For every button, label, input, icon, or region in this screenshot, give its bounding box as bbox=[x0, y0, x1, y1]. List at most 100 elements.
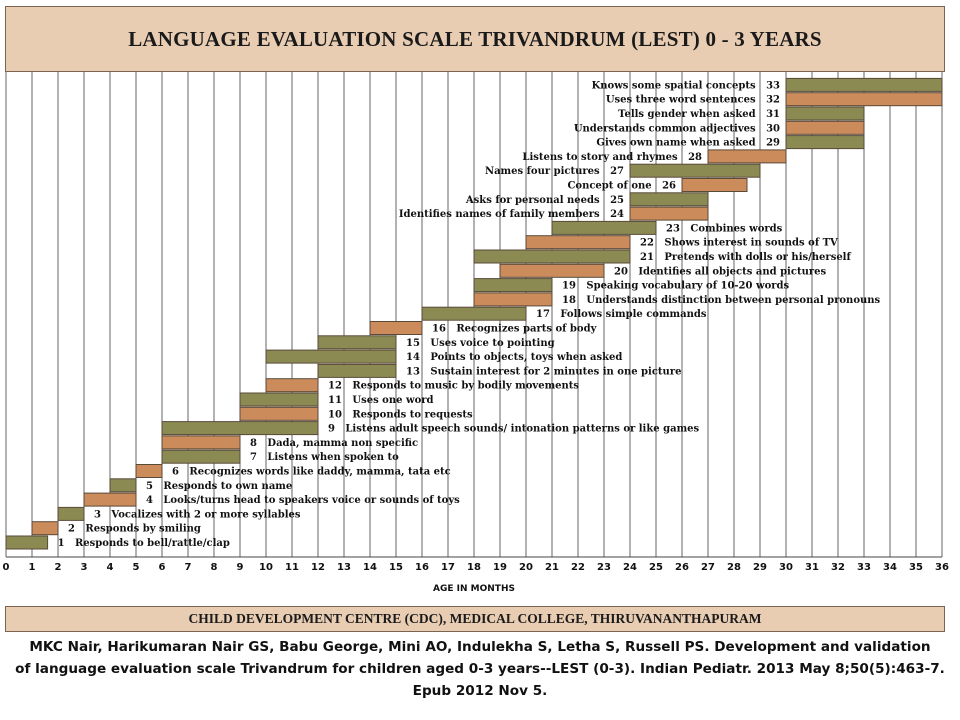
citation-line-2: of language evaluation scale Trivandrum … bbox=[15, 661, 945, 677]
x-tick-label: 24 bbox=[623, 562, 637, 573]
bar-item-1 bbox=[5, 535, 49, 550]
bar-label-14: 14 Points to objects, toys when asked bbox=[406, 352, 622, 363]
x-tick-label: 0 bbox=[3, 562, 10, 573]
bar-label-3: 3 Vocalizes with 2 or more syllables bbox=[94, 509, 301, 520]
bar-label-23: 23 Combines words bbox=[666, 223, 783, 234]
x-tick-label: 32 bbox=[831, 562, 845, 573]
bar-labels: 1 Responds to bell/rattle/clap 2 Responds… bbox=[58, 80, 881, 549]
x-tick-label: 29 bbox=[753, 562, 767, 573]
bar-label-4: 4 Looks/turns head to speakers voice or … bbox=[146, 495, 460, 506]
x-tick-label: 16 bbox=[415, 562, 429, 573]
bar-label-6: 6 Recognizes words like daddy, mamma, ta… bbox=[172, 467, 451, 478]
x-tick-label: 26 bbox=[675, 562, 689, 573]
x-tick-label: 15 bbox=[389, 562, 403, 573]
x-tick-labels: 0 1 2 3 4 5 6 7 8 9 10 11 12 13 14 15 16 17 18 19 20 21 22 23 24… bbox=[3, 562, 949, 573]
bar-item-11 bbox=[239, 392, 319, 407]
x-tick-label: 4 bbox=[107, 562, 114, 573]
footer-banner: CHILD DEVELOPMENT CENTRE (CDC), MEDICAL … bbox=[5, 606, 945, 632]
x-tick-label: 27 bbox=[701, 562, 715, 573]
bar-label-26: Concept of one 26 bbox=[567, 181, 676, 192]
bar-item-24 bbox=[629, 206, 709, 221]
bar-item-13 bbox=[317, 363, 397, 378]
x-tick-label: 28 bbox=[727, 562, 741, 573]
gantt-chart: 1 Responds to bell/rattle/clap 2 Responds… bbox=[3, 72, 949, 594]
bar-item-7 bbox=[161, 449, 241, 464]
bar-item-12 bbox=[265, 378, 319, 393]
bar-label-28: Listens to story and rhymes 28 bbox=[522, 152, 702, 163]
x-tick-label: 11 bbox=[285, 562, 299, 573]
bar-label-32: Uses three word sentences 32 bbox=[606, 95, 780, 106]
bar-item-8 bbox=[161, 435, 241, 450]
bar-item-20 bbox=[499, 263, 605, 278]
x-tick-label: 18 bbox=[467, 562, 481, 573]
bar-label-16: 16 Recognizes parts of body bbox=[432, 324, 598, 335]
x-axis-title: AGE IN MONTHS bbox=[433, 584, 515, 594]
x-tick-label: 35 bbox=[909, 562, 923, 573]
bar-label-13: 13 Sustain interest for 2 minutes in one… bbox=[406, 366, 681, 377]
bar-label-9: 9 Listens adult speech sounds/ intonatio… bbox=[328, 424, 700, 435]
x-tick-label: 25 bbox=[649, 562, 663, 573]
x-tick-label: 6 bbox=[159, 562, 166, 573]
bar-item-17 bbox=[421, 306, 527, 321]
bar-item-16 bbox=[369, 321, 423, 335]
bar-item-27 bbox=[629, 163, 761, 178]
bar-label-11: 11 Uses one word bbox=[328, 395, 434, 406]
bar-item-14 bbox=[265, 349, 397, 364]
bar-label-29: Gives own name when asked 29 bbox=[596, 138, 780, 149]
bar-item-6 bbox=[135, 464, 163, 478]
x-tick-label: 8 bbox=[211, 562, 218, 573]
bar-label-30: Understands common adjectives 30 bbox=[574, 123, 780, 134]
bar-item-32 bbox=[785, 92, 943, 107]
x-tick-label: 17 bbox=[441, 562, 455, 573]
x-tick-label: 36 bbox=[935, 562, 949, 573]
bar-item-23 bbox=[551, 220, 657, 235]
x-tick-label: 23 bbox=[597, 562, 611, 573]
bar-item-31 bbox=[785, 106, 865, 121]
bar-label-24: Identifies names of family members 24 bbox=[399, 209, 624, 220]
citation: MKC Nair, Harikumaran Nair GS, Babu Geor… bbox=[0, 636, 960, 702]
citation-line-1: MKC Nair, Harikumaran Nair GS, Babu Geor… bbox=[29, 639, 931, 655]
bar-item-21 bbox=[473, 249, 631, 264]
x-tick-label: 9 bbox=[237, 562, 244, 573]
x-tick-label: 33 bbox=[857, 562, 871, 573]
x-tick-label: 3 bbox=[81, 562, 88, 573]
bar-label-19: 19 Speaking vocabulary of 10-20 words bbox=[562, 281, 789, 292]
bar-label-1: 1 Responds to bell/rattle/clap bbox=[58, 538, 230, 549]
x-tick-label: 20 bbox=[519, 562, 533, 573]
bar-label-17: 17 Follows simple commands bbox=[536, 309, 707, 320]
bar-item-29 bbox=[785, 135, 865, 150]
bar-label-33: Knows some spatial concepts 33 bbox=[592, 80, 780, 91]
bar-item-9 bbox=[161, 421, 319, 436]
bar-item-4 bbox=[83, 492, 137, 507]
bar-item-18 bbox=[473, 292, 553, 307]
x-tick-label: 31 bbox=[805, 562, 819, 573]
bar-label-2: 2 Responds by smiling bbox=[68, 524, 201, 535]
bar-label-12: 12 Responds to music by bodily movements bbox=[328, 381, 579, 392]
citation-line-3: Epub 2012 Nov 5. bbox=[412, 683, 548, 699]
bar-label-21: 21 Pretends with dolls or his/herself bbox=[640, 252, 851, 263]
x-tick-label: 30 bbox=[779, 562, 793, 573]
x-tick-label: 2 bbox=[55, 562, 62, 573]
x-tick-label: 10 bbox=[259, 562, 273, 573]
x-tick-label: 34 bbox=[883, 562, 897, 573]
bar-label-31: Tells gender when asked 31 bbox=[618, 109, 780, 120]
x-tick-label: 12 bbox=[311, 562, 325, 573]
bars bbox=[5, 77, 943, 550]
x-tick-label: 1 bbox=[29, 562, 36, 573]
footer-label: CHILD DEVELOPMENT CENTRE (CDC), MEDICAL … bbox=[188, 611, 762, 626]
bar-item-19 bbox=[473, 278, 553, 293]
x-tick-label: 21 bbox=[545, 562, 559, 573]
bar-label-8: 8 Dada, mamma non specific bbox=[250, 438, 418, 449]
x-tick-label: 22 bbox=[571, 562, 585, 573]
x-tick-label: 7 bbox=[185, 562, 192, 573]
bar-label-10: 10 Responds to requests bbox=[328, 409, 473, 420]
x-tick-label: 14 bbox=[363, 562, 377, 573]
bar-label-20: 20 Identifies all objects and pictures bbox=[614, 266, 826, 277]
bar-label-18: 18 Understands distinction between perso… bbox=[562, 295, 881, 306]
bar-item-2 bbox=[31, 521, 59, 536]
bar-item-15 bbox=[317, 335, 397, 350]
bar-item-5 bbox=[109, 478, 137, 493]
bar-item-3 bbox=[57, 506, 85, 521]
bar-item-22 bbox=[525, 235, 631, 250]
bar-item-33 bbox=[785, 77, 943, 92]
